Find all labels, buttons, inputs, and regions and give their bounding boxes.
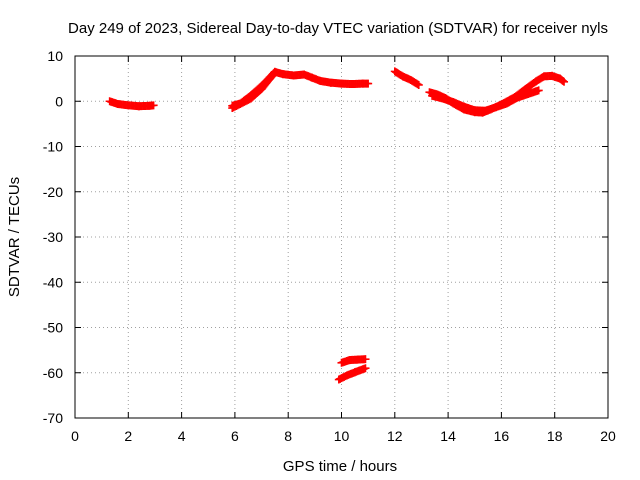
y-tick-label: -30 — [43, 229, 63, 245]
series-arc-7 — [337, 355, 370, 367]
series-arc-3 — [228, 68, 279, 113]
x-tick-label: 2 — [124, 428, 132, 444]
series-arc-2 — [228, 67, 373, 110]
data-point — [364, 79, 373, 88]
x-tick-label: 18 — [547, 428, 563, 444]
y-tick-label: -60 — [43, 365, 63, 381]
x-tick-label: 16 — [494, 428, 510, 444]
x-tick-label: 4 — [178, 428, 186, 444]
series-arc-8 — [334, 364, 370, 384]
axis-ticks — [74, 55, 609, 419]
gridlines — [75, 56, 608, 418]
data-point — [149, 101, 158, 110]
x-tick-label: 8 — [284, 428, 292, 444]
data-point — [361, 364, 370, 373]
x-tick-label: 14 — [440, 428, 456, 444]
x-axis-label: GPS time / hours — [283, 458, 397, 475]
series-arc-1 — [105, 97, 158, 111]
series-arc-4 — [390, 67, 423, 89]
x-tick-label: 12 — [387, 428, 403, 444]
data-point — [414, 80, 423, 89]
x-tick-label: 0 — [71, 428, 79, 444]
tick-labels: 0 2 4 6 8 10 12 14 16 18 20 -70 -60 -50 -40 -30 -20 -10 0 1… — [43, 48, 616, 444]
data-points — [105, 67, 569, 384]
y-tick-label: -40 — [43, 274, 63, 290]
x-tick-label: 10 — [334, 428, 350, 444]
chart-title: Day 249 of 2023, Sidereal Day-to-day VTE… — [68, 20, 608, 37]
y-tick-label: 10 — [47, 48, 63, 64]
data-point — [269, 69, 278, 78]
data-point — [270, 68, 279, 77]
data-point — [361, 355, 370, 364]
y-axis-label: SDTVAR / TECUs — [6, 177, 23, 297]
x-tick-label: 20 — [600, 428, 616, 444]
data-point — [534, 86, 543, 95]
y-tick-label: -10 — [43, 139, 63, 155]
y-tick-label: -20 — [43, 184, 63, 200]
series-arc-6 — [428, 86, 543, 115]
y-tick-label: 0 — [55, 93, 63, 109]
y-tick-label: -50 — [43, 320, 63, 336]
y-tick-label: -70 — [43, 410, 63, 426]
data-point — [560, 77, 569, 86]
x-tick-label: 6 — [231, 428, 239, 444]
